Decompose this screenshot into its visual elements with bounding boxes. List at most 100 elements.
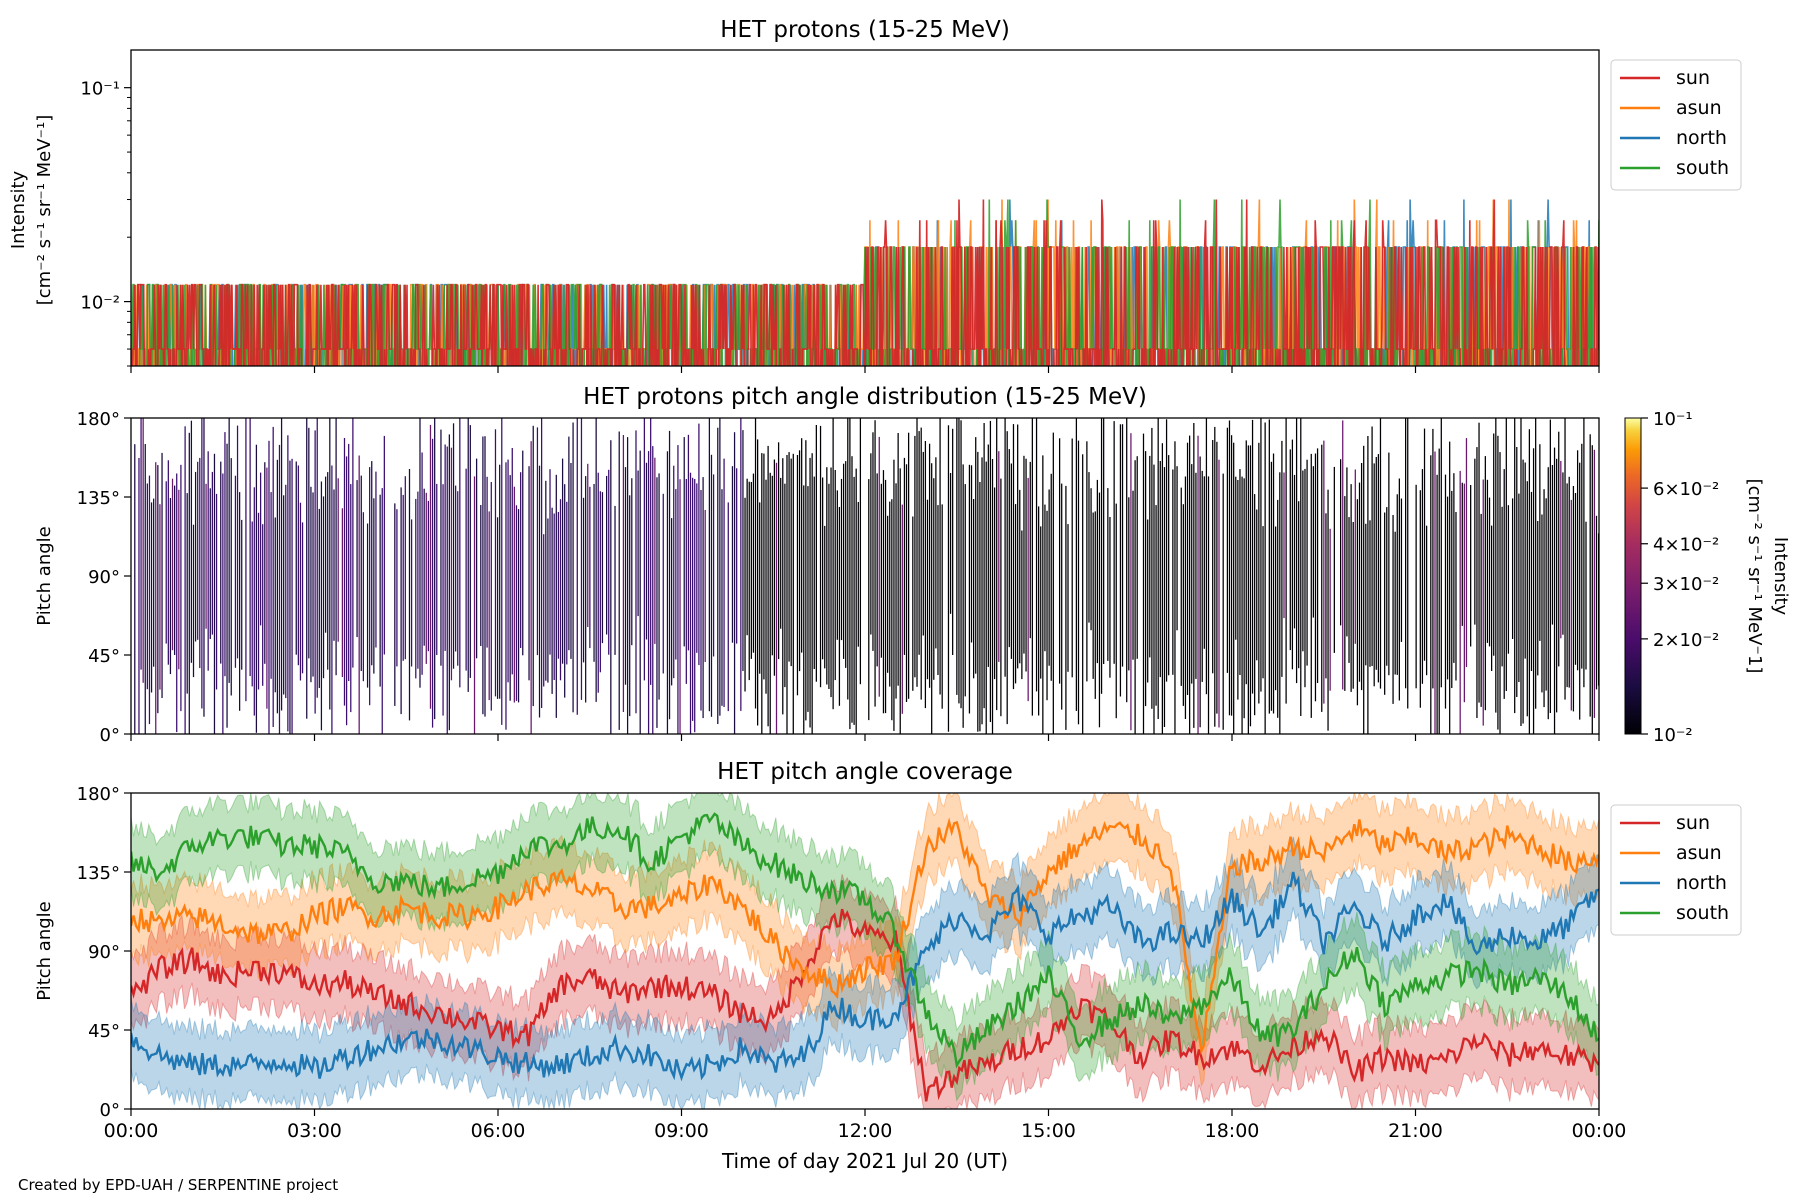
heatmap-column <box>1071 438 1073 678</box>
heatmap-column <box>1243 478 1245 719</box>
heatmap-column <box>876 473 878 667</box>
heatmap-column <box>381 488 383 734</box>
coverage-line-asun <box>131 817 1599 1055</box>
heatmap-column <box>358 455 360 734</box>
heatmap-column <box>870 453 872 635</box>
heatmap-column <box>882 470 885 714</box>
heatmap-column <box>448 434 450 731</box>
panel3-legend-items: sun asun north south <box>1620 812 1729 924</box>
heatmap-column <box>259 472 262 626</box>
heatmap-column <box>1373 463 1375 687</box>
y-tick-label: 180° <box>77 784 120 805</box>
heatmap-column <box>1463 483 1465 703</box>
heatmap-column <box>1436 474 1438 734</box>
heatmap-column <box>444 444 446 651</box>
heatmap-column <box>1191 464 1193 684</box>
heatmap-column <box>327 472 329 670</box>
heatmap-column <box>809 457 811 728</box>
colorbar: 10⁻¹ 6×10⁻² 4×10⁻² 3×10⁻² 2×10⁻² 10⁻² Intensi… <box>1624 409 1791 746</box>
heatmap-column <box>813 476 815 669</box>
heatmap-column <box>148 475 151 725</box>
heatmap-column <box>343 438 346 706</box>
heatmap-column <box>912 516 914 691</box>
heatmap-column <box>1367 436 1369 734</box>
heatmap-column <box>1270 461 1273 711</box>
heatmap-column <box>306 418 308 719</box>
heatmap-column <box>964 484 966 697</box>
heatmap-column <box>744 497 746 692</box>
heatmap-column <box>1316 448 1319 683</box>
heatmap-column <box>1482 479 1484 726</box>
heatmap-column <box>1312 466 1314 618</box>
heatmap-column <box>1574 493 1577 665</box>
heatmap-column <box>499 464 501 699</box>
heatmap-column <box>723 458 725 707</box>
heatmap-column <box>505 462 507 730</box>
heatmap-column <box>924 441 927 709</box>
heatmap-column <box>790 458 792 667</box>
heatmap-column <box>704 510 706 662</box>
heatmap-column <box>1497 435 1499 730</box>
heatmap-column <box>1159 461 1161 678</box>
panel3-x-axis: 00:00 03:00 06:00 09:00 12:00 15:00 18:00 21:00… <box>104 1109 1626 1142</box>
heatmap-column <box>677 445 679 734</box>
heatmap-column <box>1109 517 1111 678</box>
heatmap-column <box>1310 453 1312 718</box>
heatmap-column <box>446 446 448 734</box>
y-tick-label: 10⁻² <box>80 293 120 314</box>
heatmap-column <box>698 423 700 666</box>
heatmap-column <box>1560 461 1562 639</box>
heatmap-column <box>838 507 841 706</box>
heatmap-column <box>1595 515 1598 690</box>
heatmap-column <box>918 431 920 655</box>
colorbar-tick-label: 10⁻² <box>1653 725 1693 746</box>
heatmap-column <box>960 420 962 709</box>
heatmap-column <box>171 478 174 651</box>
heatmap-column <box>383 435 385 655</box>
heatmap-column <box>270 492 272 679</box>
heatmap-column <box>610 440 612 734</box>
heatmap-column <box>205 483 207 629</box>
heatmap-column <box>1516 447 1518 697</box>
heatmap-column <box>320 481 323 731</box>
colorbar-gradient <box>1624 417 1642 735</box>
heatmap-column <box>824 525 826 669</box>
heatmap-column <box>480 505 482 646</box>
heatmap-column <box>947 425 950 732</box>
heatmap-column <box>1161 443 1164 734</box>
heatmap-column <box>540 418 543 708</box>
heatmap-column <box>1549 419 1551 713</box>
legend-label-north: north <box>1676 127 1727 149</box>
heatmap-column <box>1216 441 1218 714</box>
heatmap-column <box>673 465 675 679</box>
heatmap-column <box>1480 513 1482 707</box>
heatmap-column <box>482 436 484 715</box>
heatmap-column <box>496 517 499 699</box>
heatmap-column <box>712 474 715 657</box>
heatmap-column <box>241 519 243 670</box>
heatmap-column <box>1507 505 1510 654</box>
heatmap-column <box>1042 455 1044 734</box>
heatmap-column <box>654 457 656 644</box>
heatmap-column <box>622 435 625 712</box>
heatmap-column <box>1046 510 1048 701</box>
heatmap-column <box>614 505 616 655</box>
heatmap-column <box>775 462 778 734</box>
heatmap-column <box>373 498 375 674</box>
heatmap-column <box>278 444 281 734</box>
heatmap-column <box>650 418 652 685</box>
heatmap-column <box>180 464 182 712</box>
heatmap-column <box>134 444 136 734</box>
heatmap-column <box>150 502 153 693</box>
heatmap-column <box>1094 511 1096 699</box>
heatmap-column <box>184 426 186 734</box>
heatmap-column <box>815 425 817 682</box>
heatmap-column <box>226 443 228 728</box>
heatmap-column <box>176 473 178 733</box>
heatmap-column <box>931 463 933 734</box>
heatmap-column <box>561 458 564 664</box>
heatmap-column <box>329 418 331 710</box>
heatmap-column <box>1514 418 1516 714</box>
heatmap-column <box>1174 441 1176 734</box>
colorbar-label-line1: Intensity <box>1770 537 1791 616</box>
